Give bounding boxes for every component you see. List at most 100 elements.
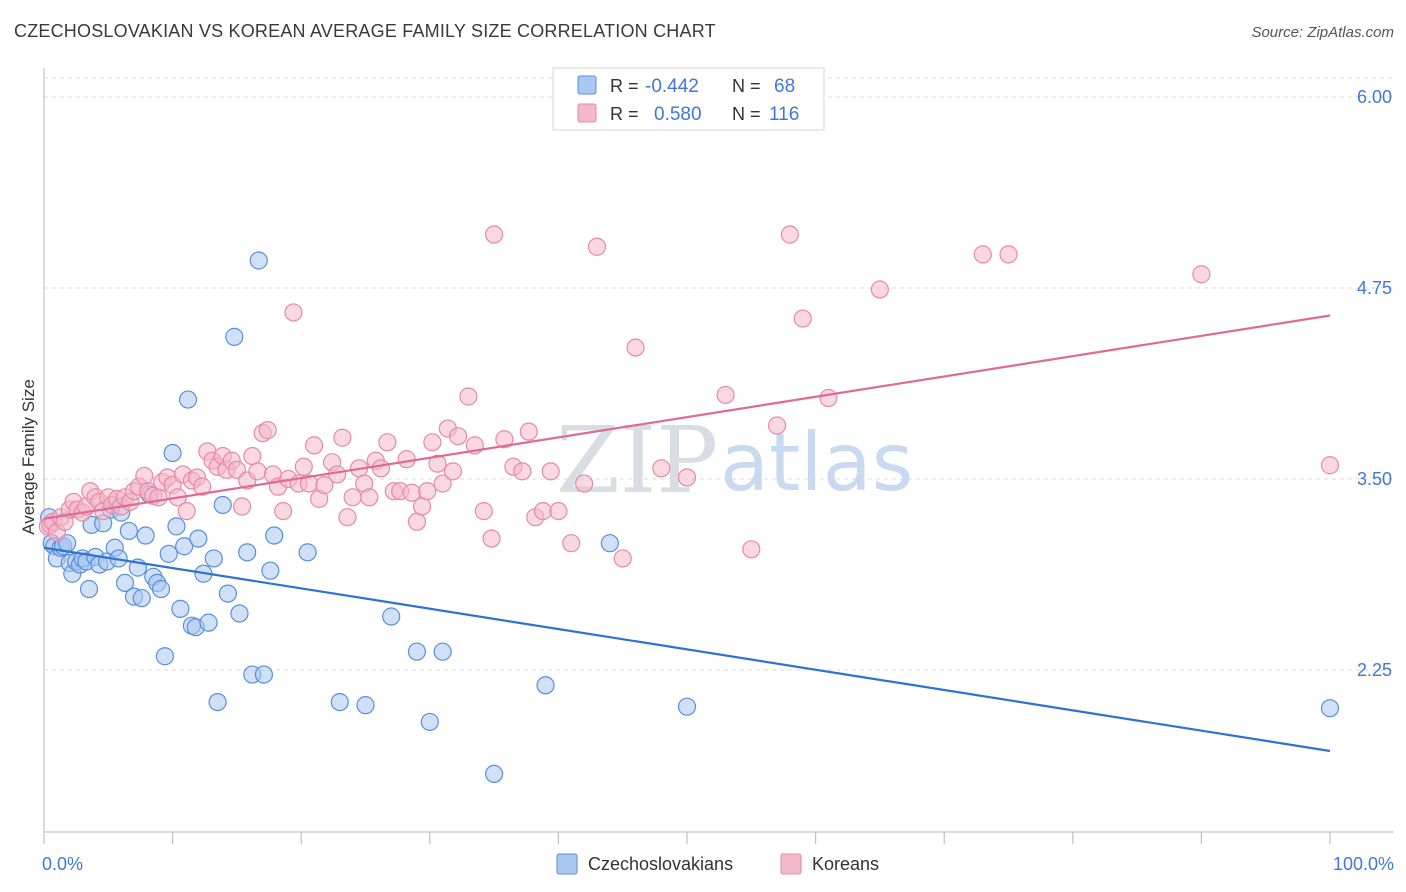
point-korean (819, 388, 838, 408)
point-korean (575, 474, 594, 493)
point-czechoslovakian (1320, 699, 1340, 718)
point-czechoslovakian (115, 573, 135, 593)
legend-top-n-value-pink: 116 (769, 104, 799, 125)
point-korean (248, 462, 267, 481)
point-korean (371, 459, 391, 478)
legend-top-n-label-blue: N = (732, 76, 761, 96)
point-korean (767, 416, 787, 435)
point-korean (513, 462, 532, 481)
point-czechoslovakian (199, 613, 218, 632)
point-korean (243, 446, 262, 466)
point-korean (716, 385, 735, 405)
point-czechoslovakian (254, 665, 274, 684)
point-korean (459, 387, 478, 406)
point-korean (626, 338, 645, 357)
point-czechoslovakian (163, 443, 182, 463)
y-tick-label: 2.25 (1357, 660, 1392, 680)
x-tick-label-min: 0.0% (42, 854, 83, 874)
point-czechoslovakian (151, 579, 171, 599)
legend-top-blue-swatch (577, 75, 597, 95)
point-czechoslovakian (167, 517, 186, 536)
point-korean (495, 430, 514, 449)
point-czechoslovakian (218, 584, 237, 603)
y-tick-label: 3.50 (1357, 469, 1392, 489)
point-czechoslovakian (178, 390, 198, 409)
point-korean (549, 501, 568, 521)
trend-lines (43, 314, 1331, 753)
point-czechoslovakian (407, 642, 427, 661)
point-czechoslovakian (298, 543, 317, 562)
point-korean (1192, 265, 1211, 284)
point-czechoslovakian (155, 647, 174, 666)
legend-top-n-value-blue: 68 (774, 76, 795, 97)
point-czechoslovakian (171, 599, 190, 618)
point-czechoslovakian (261, 561, 280, 580)
point-korean (652, 459, 671, 478)
point-korean (135, 466, 154, 486)
point-czechoslovakian (159, 544, 178, 563)
point-korean (258, 421, 277, 440)
y-axis-label: Average Family Size (19, 379, 38, 535)
point-czechoslovakian (238, 543, 257, 562)
point-korean (541, 462, 560, 481)
legend-top-r-label-blue: R = (610, 76, 639, 96)
legend-top-r-value-pink: 0.580 (654, 104, 702, 125)
point-korean (780, 225, 799, 244)
point-czechoslovakian (330, 692, 349, 712)
legend-top: R = -0.442 N = 68 R = 0.580 N = 116 (552, 67, 825, 131)
point-korean (443, 462, 463, 481)
legend-bottom-czechoslovakians: Czechoslovakians (588, 854, 733, 874)
point-korean (397, 450, 416, 469)
gridlines (44, 77, 1394, 671)
point-czechoslovakian (536, 676, 555, 695)
point-korean (284, 303, 303, 322)
point-korean (870, 280, 890, 299)
point-korean (360, 488, 379, 507)
y-tick-label: 4.75 (1357, 278, 1392, 298)
point-korean (343, 488, 362, 507)
point-czechoslovakian (136, 526, 155, 545)
point-czechoslovakian (132, 589, 151, 608)
point-korean (677, 468, 697, 487)
legend-top-r-label-pink: R = (610, 104, 639, 124)
point-korean (793, 309, 812, 328)
y-tick-label: 6.00 (1357, 87, 1392, 107)
point-korean (304, 436, 324, 455)
watermark: ZIP atlas (556, 407, 913, 514)
point-czechoslovakian (356, 696, 375, 715)
point-czechoslovakian (382, 607, 401, 626)
legend-bottom-koreans: Koreans (812, 854, 879, 874)
trend-line-czechoslovakians (43, 546, 1331, 753)
series-koreans-points (38, 225, 1340, 568)
series-czechoslovakians-points (40, 251, 1340, 784)
point-czechoslovakian (189, 529, 208, 548)
point-korean (423, 433, 442, 452)
axes (43, 68, 1394, 833)
source-credit: Source: ZipAtlas.com (1251, 24, 1394, 41)
point-czechoslovakian (208, 692, 227, 712)
point-korean (294, 457, 313, 476)
point-korean (232, 497, 252, 516)
point-czechoslovakian (600, 534, 619, 553)
point-czechoslovakian (677, 697, 697, 716)
legend-top-r-value-blue: -0.442 (645, 76, 699, 97)
point-korean (428, 454, 447, 473)
point-korean (533, 501, 553, 521)
point-korean (412, 497, 432, 516)
point-czechoslovakian (485, 764, 504, 784)
legend-top-box (552, 67, 825, 131)
point-korean (562, 534, 581, 553)
point-czechoslovakian (265, 526, 284, 545)
legend-top-pink-swatch (577, 103, 597, 123)
point-korean (1320, 456, 1340, 475)
point-czechoslovakian (213, 495, 232, 515)
x-tick-label-max: 100.0% (1333, 854, 1394, 874)
legend-bottom-blue-swatch (556, 853, 578, 875)
point-korean (474, 501, 493, 521)
legend-bottom-pink-swatch (780, 853, 802, 875)
point-korean (448, 427, 468, 446)
watermark-atlas: atlas (720, 416, 913, 509)
point-korean (315, 476, 334, 495)
watermark-zip: ZIP (556, 407, 718, 514)
chart-title: CZECHOSLOVAKIAN VS KOREAN AVERAGE FAMILY… (14, 21, 716, 41)
